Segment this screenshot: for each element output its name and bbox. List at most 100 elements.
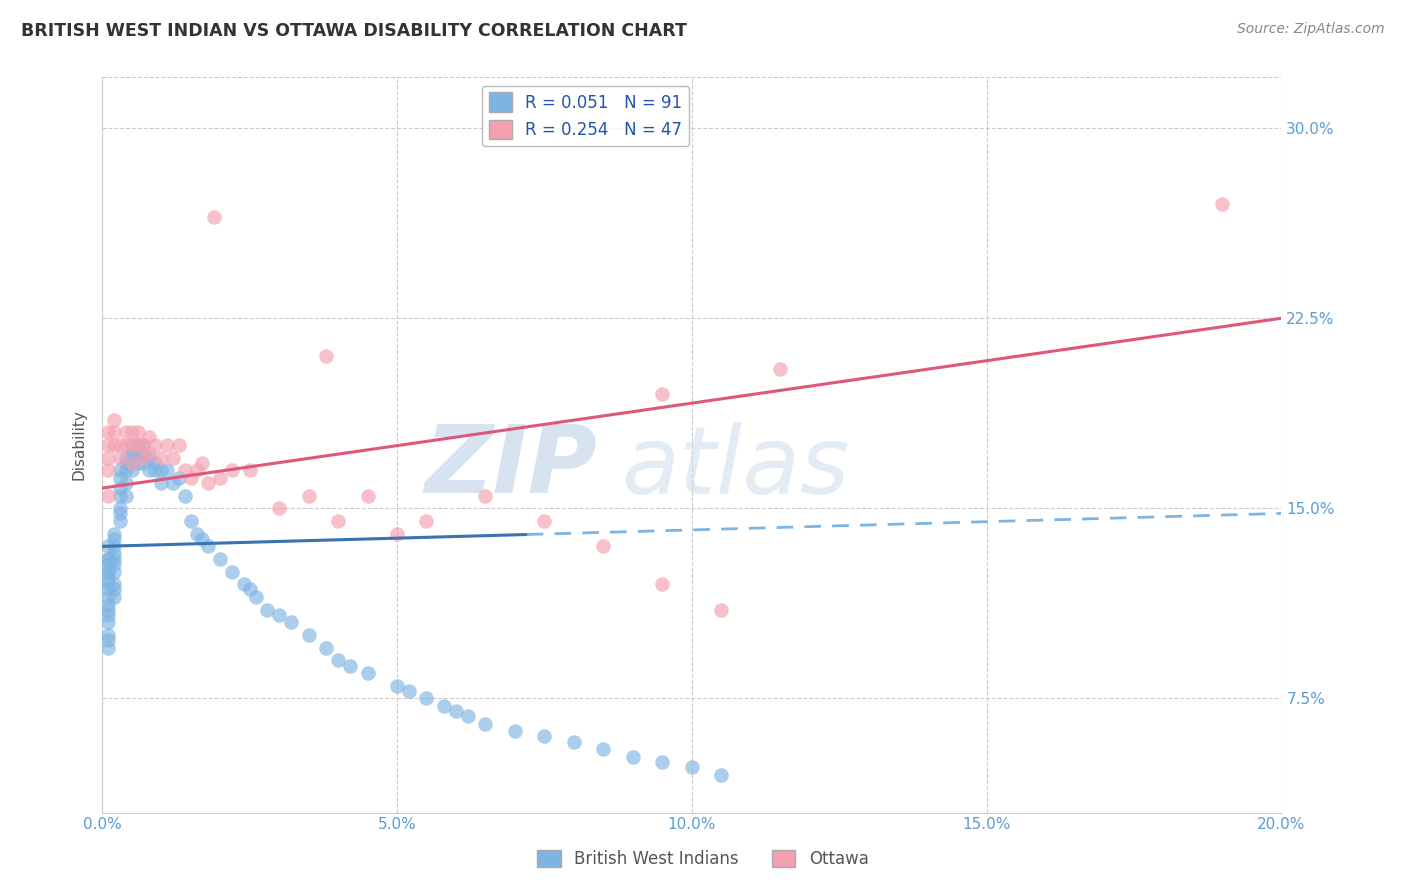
Text: BRITISH WEST INDIAN VS OTTAWA DISABILITY CORRELATION CHART: BRITISH WEST INDIAN VS OTTAWA DISABILITY… [21, 22, 688, 40]
Point [651, 755, 673, 769]
Point [97, 450, 120, 465]
Point [138, 450, 160, 465]
Point [97, 565, 120, 579]
Point [121, 438, 143, 452]
Point [121, 456, 143, 470]
Point [651, 387, 673, 401]
Point [143, 463, 166, 477]
Point [132, 450, 155, 465]
Point [103, 557, 125, 571]
Point [444, 704, 467, 718]
Text: Source: ZipAtlas.com: Source: ZipAtlas.com [1237, 22, 1385, 37]
Point [398, 684, 420, 698]
Point [256, 603, 278, 617]
Point [533, 730, 555, 744]
Point [326, 514, 349, 528]
Point [103, 577, 125, 591]
Point [562, 734, 585, 748]
Point [339, 658, 361, 673]
Point [114, 450, 136, 465]
Point [103, 425, 125, 440]
Point [103, 590, 125, 604]
Point [108, 450, 131, 465]
Point [103, 547, 125, 561]
Point [191, 456, 214, 470]
Point [415, 514, 437, 528]
Text: atlas: atlas [621, 422, 849, 513]
Point [97, 577, 120, 591]
Point [121, 445, 143, 459]
Point [97, 425, 120, 440]
Point [97, 540, 120, 554]
Point [121, 456, 143, 470]
Point [103, 540, 125, 554]
Point [114, 425, 136, 440]
Point [385, 526, 408, 541]
Point [167, 438, 190, 452]
Point [232, 577, 254, 591]
Point [108, 514, 131, 528]
Point [138, 463, 160, 477]
Point [239, 463, 262, 477]
Point [108, 438, 131, 452]
Point [97, 598, 120, 612]
Point [197, 540, 219, 554]
Point [143, 456, 166, 470]
Point [415, 691, 437, 706]
Point [127, 438, 149, 452]
Point [97, 603, 120, 617]
Point [132, 456, 155, 470]
Point [651, 577, 673, 591]
Point [127, 445, 149, 459]
Point [474, 489, 496, 503]
Point [114, 475, 136, 490]
Point [108, 471, 131, 485]
Point [621, 749, 644, 764]
Point [103, 412, 125, 426]
Point [97, 582, 120, 597]
Point [97, 489, 120, 503]
Point [167, 471, 190, 485]
Point [103, 438, 125, 452]
Point [97, 607, 120, 622]
Point [121, 438, 143, 452]
Point [297, 628, 319, 642]
Point [239, 582, 262, 597]
Point [356, 489, 378, 503]
Point [127, 438, 149, 452]
Legend: R = 0.051   N = 91, R = 0.254   N = 47: R = 0.051 N = 91, R = 0.254 N = 47 [482, 86, 689, 146]
Point [385, 679, 408, 693]
Point [280, 615, 302, 630]
Point [97, 557, 120, 571]
Point [191, 532, 214, 546]
Point [114, 489, 136, 503]
Point [138, 445, 160, 459]
Legend: British West Indians, Ottawa: British West Indians, Ottawa [530, 843, 876, 875]
Text: ZIP: ZIP [425, 421, 598, 513]
Point [138, 430, 160, 444]
Point [132, 438, 155, 452]
Point [97, 590, 120, 604]
Point [1211, 197, 1233, 211]
Point [592, 540, 614, 554]
Point [209, 552, 232, 566]
Point [97, 633, 120, 648]
Point [173, 463, 195, 477]
Point [97, 640, 120, 655]
Point [150, 463, 173, 477]
Point [315, 349, 337, 363]
Point [108, 507, 131, 521]
Point [315, 640, 337, 655]
Point [97, 565, 120, 579]
Point [127, 456, 149, 470]
Point [156, 438, 179, 452]
Point [197, 475, 219, 490]
Point [592, 742, 614, 756]
Point [103, 552, 125, 566]
Point [103, 565, 125, 579]
Point [267, 501, 290, 516]
Point [221, 565, 243, 579]
Point [108, 481, 131, 495]
Y-axis label: Disability: Disability [72, 409, 86, 481]
Point [97, 438, 120, 452]
